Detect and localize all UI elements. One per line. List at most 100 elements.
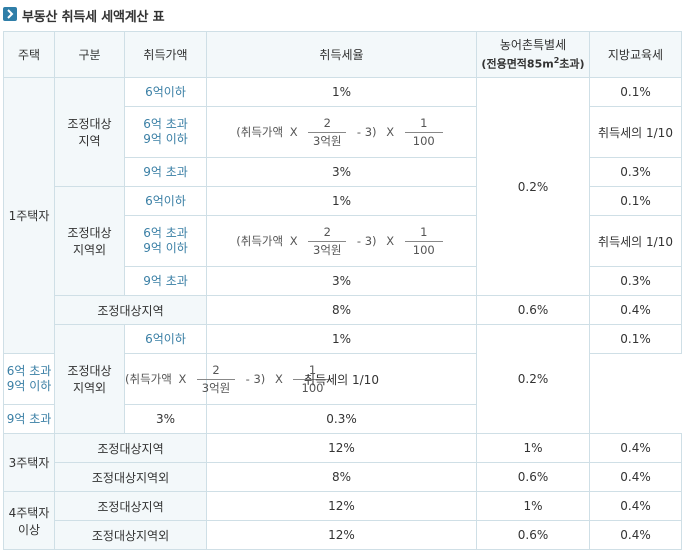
- edu-tax-cell: 0.4%: [589, 491, 682, 521]
- header-farm-tax-sub: (전용면적85m2초과): [477, 53, 589, 73]
- formula-left: (취득가액: [125, 371, 172, 386]
- fraction-numerator: 1: [404, 224, 443, 242]
- formula-left: (취득가액: [236, 233, 284, 248]
- page-title: 부동산 취득세 세액계산 표: [22, 10, 165, 25]
- formula-times: X: [178, 371, 187, 386]
- price-mid-line1: 6억 초과: [143, 226, 188, 240]
- price-over9: 9억 초과: [124, 266, 207, 296]
- rate-formula: (취득가액 X 2 3억원 - 3) X 1 100: [206, 106, 477, 158]
- price-under6: 6억이하: [124, 186, 207, 216]
- header-category: 구분: [54, 31, 125, 78]
- title-bar: 부동산 취득세 세액계산 표: [0, 0, 684, 30]
- group-one-house: 1주택자: [3, 77, 55, 354]
- subgroup-non-adjusted-line1: 조정대상: [67, 226, 112, 240]
- subgroup-non-adjusted: 조정대상지역외: [54, 462, 207, 492]
- fraction-denominator: 100: [412, 242, 435, 257]
- subgroup-adjusted-line1: 조정대상: [67, 117, 112, 131]
- subgroup-non-adjusted-line2: 지역외: [72, 381, 107, 395]
- farm-tax-cell: 0.6%: [476, 462, 590, 492]
- subgroup-adjusted: 조정대상지역: [54, 433, 207, 463]
- formula-times: X: [386, 233, 395, 248]
- rate-formula: (취득가액 X 2 3억원 - 3) X 1 100: [124, 353, 332, 405]
- formula: (취득가액 X 2 3억원 - 3) X 1 100: [125, 363, 335, 395]
- formula-minus: - 3): [245, 371, 266, 386]
- price-mid-line2: 9억 이하: [6, 379, 52, 393]
- rate-cell: 1%: [206, 77, 477, 107]
- acquisition-tax-table: 주택 구분 취득가액 취득세율 농어촌특별세 (전용면적85m2초과) 지방교육…: [3, 31, 682, 550]
- edu-tax-cell: 0.4%: [589, 462, 682, 492]
- price-mid-line1: 6억 초과: [6, 364, 52, 378]
- header-edu-tax: 지방교육세: [589, 31, 682, 78]
- formula-fraction-1: 2 3억원: [197, 362, 236, 397]
- edu-tax-cell: 0.4%: [589, 520, 682, 550]
- subgroup-adjusted: 조정대상지역: [54, 491, 207, 521]
- fraction-denominator: 3억원: [313, 133, 342, 148]
- formula-times: X: [289, 124, 298, 139]
- price-mid: 6억 초과 9억 이하: [124, 106, 207, 158]
- edu-tax-cell: 0.3%: [206, 404, 477, 434]
- price-mid: 6억 초과 9억 이하: [124, 215, 207, 267]
- rate-cell: 12%: [206, 491, 477, 521]
- price-over9: 9억 초과: [3, 404, 55, 434]
- farm-tax-cell: 1%: [476, 491, 590, 521]
- group-four-house-line2: 이상: [17, 522, 41, 537]
- edu-tax-cell: 0.1%: [589, 77, 682, 107]
- rate-cell: 3%: [124, 404, 207, 434]
- price-mid-line2: 9억 이하: [143, 132, 188, 146]
- price-under6: 6억이하: [124, 77, 207, 107]
- formula-minus: - 3): [356, 124, 377, 139]
- fraction-numerator: 2: [308, 115, 347, 133]
- farm-tax-cell: 0.6%: [476, 520, 590, 550]
- formula-fraction-2: 1 100: [404, 224, 443, 259]
- farm-tax-cell: 0.2%: [476, 324, 590, 434]
- farm-tax-cell: 0.2%: [476, 77, 590, 296]
- formula-fraction-2: 1 100: [404, 115, 443, 150]
- subgroup-non-adjusted-line1: 조정대상: [67, 364, 112, 378]
- rate-cell: 12%: [206, 433, 477, 463]
- header-house: 주택: [3, 31, 55, 78]
- price-mid: 6억 초과 9억 이하: [3, 353, 55, 405]
- edu-tax-cell: 0.4%: [589, 295, 682, 325]
- rate-cell: 1%: [206, 186, 477, 216]
- subgroup-non-adjusted: 조정대상지역외: [54, 520, 207, 550]
- edu-tax-cell: 취득세의 1/10: [589, 106, 682, 158]
- formula-minus: - 3): [356, 233, 377, 248]
- edu-tax-cell: 취득세의 1/10: [589, 215, 682, 267]
- fraction-numerator: 2: [197, 362, 236, 380]
- header-farm-tax-main: 농어촌특별세: [499, 37, 567, 52]
- subgroup-adjusted: 조정대상지역: [54, 295, 207, 325]
- rate-cell: 8%: [206, 462, 477, 492]
- subgroup-adjusted-line2: 지역: [78, 134, 101, 148]
- price-mid-line2: 9억 이하: [143, 241, 188, 255]
- formula-times: X: [274, 371, 283, 386]
- formula-times: X: [386, 124, 395, 139]
- fraction-numerator: 2: [308, 224, 347, 242]
- header-price: 취득가액: [124, 31, 207, 78]
- formula-fraction-1: 2 3억원: [308, 115, 347, 150]
- header-farm-tax-sub-sup: 2: [553, 55, 560, 65]
- edu-tax-cell: 0.3%: [589, 266, 682, 296]
- edu-tax-cell: 0.3%: [589, 157, 682, 187]
- fraction-denominator: 3억원: [313, 242, 342, 257]
- edu-tax-cell: 취득세의 1/10: [206, 353, 477, 405]
- fraction-numerator: 1: [404, 115, 443, 133]
- edu-tax-cell: 0.1%: [589, 324, 682, 354]
- header-farm-tax: 농어촌특별세 (전용면적85m2초과): [476, 31, 590, 78]
- formula: (취득가액 X 2 3억원 - 3) X 1 100: [236, 225, 446, 257]
- edu-tax-cell: 0.1%: [589, 186, 682, 216]
- rate-cell: 3%: [206, 157, 477, 187]
- group-three-house: 3주택자: [3, 433, 55, 492]
- formula: (취득가액 X 2 3억원 - 3) X 1 100: [236, 116, 446, 148]
- rate-formula: (취득가액 X 2 3억원 - 3) X 1 100: [206, 215, 477, 267]
- farm-tax-cell: 1%: [476, 433, 590, 463]
- rate-cell: 12%: [206, 520, 477, 550]
- fraction-denominator: 3억원: [201, 380, 231, 395]
- fraction-denominator: 100: [412, 133, 435, 148]
- group-four-house-line1: 4주택자: [8, 505, 50, 520]
- edu-tax-cell: 0.4%: [589, 433, 682, 463]
- rate-cell: 1%: [206, 324, 477, 354]
- subgroup-non-adjusted-line2: 지역외: [72, 243, 107, 257]
